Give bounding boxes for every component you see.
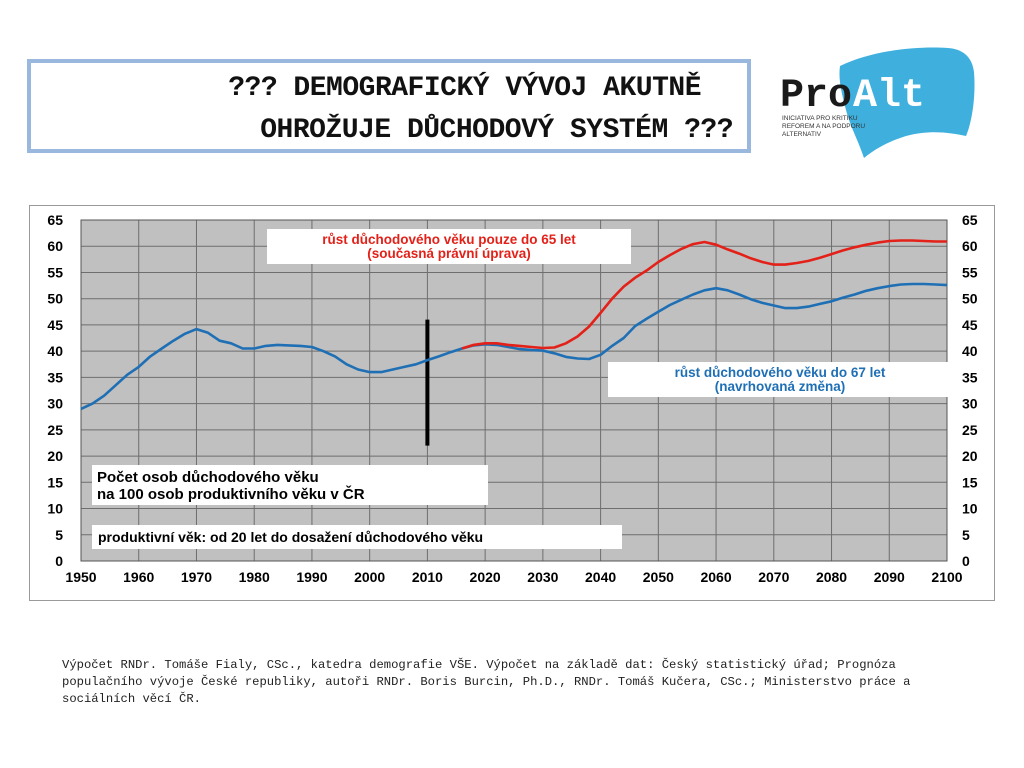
logo-tagline-3: ALTERNATIV — [782, 131, 822, 138]
x-tick-label: 2080 — [816, 569, 847, 585]
productive-label-box — [92, 525, 622, 549]
logo-flag — [839, 47, 975, 158]
y-tick-label-left: 65 — [47, 212, 63, 228]
y-tick-label-right: 40 — [962, 343, 978, 359]
blue-series-label: růst důchodového věku do 67 let — [675, 365, 886, 380]
x-tick-label: 1960 — [123, 569, 154, 585]
title-box: ??? DEMOGRAFICKÝ VÝVOJ AKUTNĚ OHROŽUJE D… — [27, 59, 751, 153]
x-tick-label: 1980 — [239, 569, 270, 585]
y-tick-label-left: 10 — [47, 501, 63, 517]
y-tick-label-right: 65 — [962, 212, 978, 228]
y-tick-label-right: 5 — [962, 527, 970, 543]
y-tick-label-right: 55 — [962, 264, 978, 280]
x-tick-label: 2050 — [643, 569, 674, 585]
y-tick-label-right: 45 — [962, 317, 978, 333]
x-tick-label: 2040 — [585, 569, 616, 585]
y-tick-label-left: 0 — [55, 553, 63, 569]
y-tick-label-left: 40 — [47, 343, 63, 359]
x-tick-label: 2010 — [412, 569, 443, 585]
y-tick-label-left: 45 — [47, 317, 63, 333]
x-tick-label: 2020 — [470, 569, 501, 585]
y-tick-label-left: 55 — [47, 264, 63, 280]
logo-pro-text: Pro — [780, 74, 852, 119]
y-tick-label-right: 25 — [962, 422, 978, 438]
y-tick-label-right: 60 — [962, 238, 978, 254]
y-tick-label-left: 20 — [47, 448, 63, 464]
chart-frame: 0 0 5 5 10 10 15 15 20 20 25 25 30 30 35 35 40 40 45 45 50 50… — [29, 205, 995, 601]
slide-title-line-1: ??? DEMOGRAFICKÝ VÝVOJ AKUTNĚ — [228, 73, 701, 104]
series-line-blue — [80, 282, 948, 411]
count-label-box — [92, 465, 488, 505]
y-tick-label-left: 15 — [47, 474, 63, 490]
proalt-logo: Pro Alt INICIATIVA PRO KRITIKU REFOREM A… — [780, 47, 975, 158]
red-series-label: (současná právní úprava) — [367, 246, 531, 261]
x-tick-label: 1970 — [181, 569, 212, 585]
y-tick-label-left: 50 — [47, 291, 63, 307]
slide-title-line-2: OHROŽUJE DŮCHODOVÝ SYSTÉM ??? — [260, 115, 733, 146]
x-tick-label: 2090 — [874, 569, 905, 585]
blue-series-label: (navrhovaná změna) — [715, 379, 846, 394]
y-tick-label-right: 50 — [962, 291, 978, 307]
x-tick-label: 2070 — [758, 569, 789, 585]
logo-tagline-2: REFOREM A NA PODPORU — [782, 123, 865, 130]
y-tick-label-left: 60 — [47, 238, 63, 254]
y-tick-label-right: 35 — [962, 369, 978, 385]
y-tick-label-right: 30 — [962, 396, 978, 412]
x-tick-label: 2000 — [354, 569, 385, 585]
y-tick-label-left: 5 — [55, 527, 63, 543]
logo-tagline-1: INICIATIVA PRO KRITIKU — [782, 115, 858, 122]
source-footnote: Výpočet RNDr. Tomáše Fialy, CSc., katedr… — [62, 658, 911, 706]
x-tick-label: 2060 — [700, 569, 731, 585]
y-tick-label-left: 30 — [47, 396, 63, 412]
x-tick-label: 1990 — [296, 569, 327, 585]
y-tick-label-right: 0 — [962, 553, 970, 569]
x-tick-label: 2030 — [527, 569, 558, 585]
red-series-label: růst důchodového věku pouze do 65 let — [322, 232, 576, 247]
series-line-red — [461, 239, 947, 350]
productive-age-label: produktivní věk: od 20 let do dosažení d… — [98, 529, 483, 545]
x-tick-label: 1950 — [65, 569, 96, 585]
count-label: Počet osob důchodového věku — [97, 469, 319, 486]
count-label: na 100 osob produktivního věku v ČR — [97, 485, 365, 503]
y-tick-label-right: 15 — [962, 474, 978, 490]
y-tick-label-right: 20 — [962, 448, 978, 464]
y-tick-label-left: 35 — [47, 369, 63, 385]
red-label-box — [267, 229, 631, 264]
blue-label-box — [608, 362, 952, 397]
y-tick-label-right: 10 — [962, 501, 978, 517]
y-tick-label-left: 25 — [47, 422, 63, 438]
x-tick-label: 2100 — [931, 569, 962, 585]
logo-alt-text: Alt — [853, 74, 925, 119]
